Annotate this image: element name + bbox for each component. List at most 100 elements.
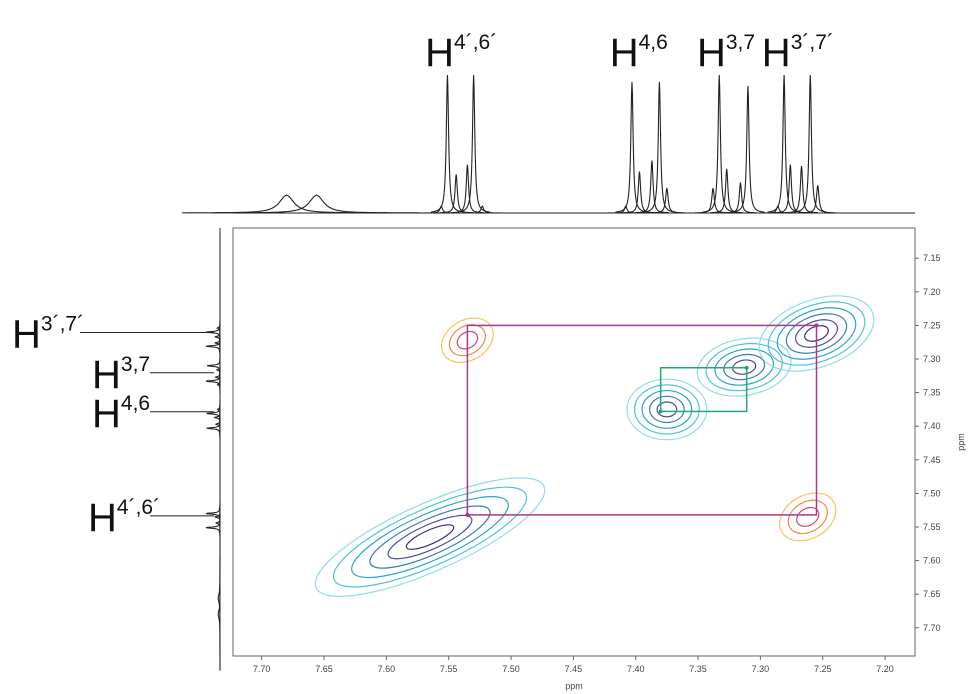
label-main: H <box>425 31 454 75</box>
y-tick-label: 7.15 <box>923 253 941 263</box>
left-peak <box>207 356 221 375</box>
plot-frame <box>232 227 916 657</box>
y-tick-label: 7.55 <box>923 522 941 532</box>
contour <box>332 486 528 588</box>
contour <box>796 506 820 527</box>
label-sup: 3´,7´ <box>41 312 84 335</box>
label-main: H <box>92 392 121 436</box>
correlation-box <box>659 367 748 413</box>
top-peak <box>702 74 736 213</box>
y-tick-label: 7.50 <box>923 488 941 498</box>
label-sup: 4´,6´ <box>454 31 497 54</box>
label-sup: 4,6 <box>639 31 668 54</box>
x-tick-label: 7.40 <box>627 664 645 674</box>
peak-label: H3,7 <box>92 353 150 397</box>
top-peak <box>181 194 392 214</box>
top-peak <box>710 168 744 214</box>
contour <box>779 492 837 542</box>
y-tick-label: 7.60 <box>923 556 941 566</box>
top-peak <box>211 194 422 214</box>
y-tick-label: 7.20 <box>923 287 941 297</box>
label-sup: 4,6 <box>121 392 150 415</box>
y-tick-label: 7.25 <box>923 320 941 330</box>
left-peak <box>216 360 221 379</box>
y-axis-label: ppm <box>956 433 966 451</box>
x-axis-label: ppm <box>565 681 583 691</box>
contour <box>633 384 700 435</box>
contour <box>705 342 783 392</box>
label-main: H <box>92 353 121 397</box>
contour <box>804 325 829 342</box>
y-tick-label: 7.35 <box>923 388 941 398</box>
top-peak <box>457 74 491 213</box>
left-peak <box>206 419 221 438</box>
left-peak <box>218 499 221 519</box>
contour <box>787 499 828 535</box>
x-tick-label: 7.45 <box>565 664 583 674</box>
y-tick-label: 7.70 <box>923 623 941 633</box>
top-peak <box>430 74 464 213</box>
contour <box>776 307 857 360</box>
contour <box>785 313 848 354</box>
peak-label: H4,6 <box>610 31 668 75</box>
y-tick-label: 7.45 <box>923 455 941 465</box>
label-sup: 3,7 <box>121 353 150 376</box>
contour <box>794 319 839 348</box>
contour <box>648 395 685 424</box>
top-peak <box>799 185 836 214</box>
y-tick-label: 7.40 <box>923 421 941 431</box>
top-peak <box>642 81 676 213</box>
peak-label: H3,7 <box>697 31 755 75</box>
top-peak <box>635 160 669 214</box>
correlation-box <box>466 324 818 516</box>
contour <box>314 477 546 597</box>
contour <box>626 378 708 441</box>
top-peak <box>793 74 827 213</box>
contour <box>405 524 455 550</box>
contour <box>456 330 479 350</box>
label-sup: 3,7 <box>726 31 755 54</box>
label-main: H <box>697 31 726 75</box>
box-corner <box>814 323 819 328</box>
peak-label: H3´,7´ <box>12 312 84 356</box>
left-peak <box>217 541 221 655</box>
y-tick-label: 7.30 <box>923 354 941 364</box>
left-peak <box>205 372 221 391</box>
box-corner <box>658 409 663 414</box>
contour <box>351 496 509 579</box>
contour <box>767 301 866 366</box>
x-tick-label: 7.20 <box>876 664 894 674</box>
top-peak <box>785 166 819 214</box>
top-peak <box>723 182 757 214</box>
contour <box>369 505 491 569</box>
x-tick-label: 7.50 <box>502 664 520 674</box>
x-tick-label: 7.65 <box>315 664 333 674</box>
label-main: H <box>88 496 117 540</box>
left-peak <box>205 337 221 356</box>
x-tick-label: 7.30 <box>752 664 770 674</box>
top-peak <box>731 86 765 213</box>
contour <box>696 337 792 397</box>
label-main: H <box>12 312 41 356</box>
peak-label: H4´,6´ <box>88 496 160 540</box>
top-peak <box>767 74 801 213</box>
left-peak <box>216 318 221 338</box>
contour <box>448 324 486 357</box>
x-tick-label: 7.70 <box>253 664 271 674</box>
x-tick-label: 7.60 <box>378 664 396 674</box>
contour <box>758 295 875 372</box>
x-tick-label: 7.35 <box>689 664 707 674</box>
top-peak <box>648 188 685 214</box>
label-main: H <box>762 31 791 75</box>
contour <box>440 317 494 364</box>
x-tick-label: 7.55 <box>440 664 458 674</box>
label-sup: 3´,7´ <box>791 31 834 54</box>
contour <box>387 514 473 560</box>
label-main: H <box>610 31 639 75</box>
box-corner <box>465 512 470 517</box>
top-peak <box>464 205 501 214</box>
peak-label: H4´,6´ <box>425 31 497 75</box>
top-peak <box>615 81 649 213</box>
left-peak <box>206 404 221 423</box>
